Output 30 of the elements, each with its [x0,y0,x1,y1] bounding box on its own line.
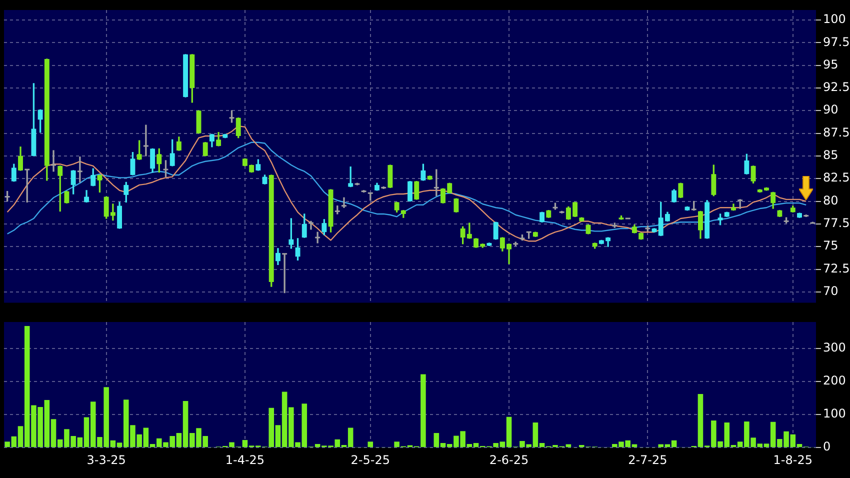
y-tick-label: 72.5 [823,261,850,276]
y-tick-label: 75 [823,238,838,253]
candlestick [308,220,314,230]
candlestick [51,150,56,172]
y-tick-label: 70 [823,284,838,298]
y-tick-label: 85 [823,148,838,162]
x-tick-label: 1-8-25 [773,452,812,467]
candlestick [315,232,320,244]
y-tick-label: 200 [823,374,846,388]
y-tick-label: 82.5 [823,170,850,185]
y-tick-label: 100 [823,12,846,26]
x-tick-label: 3-3-25 [86,452,126,467]
y-tick-label: 95 [823,57,838,72]
y-tick-label: 92.5 [823,80,850,94]
candlestick [143,124,148,156]
x-tick-label: 2-6-25 [489,452,529,467]
x-tick-label: 2-5-25 [350,452,390,467]
y-tick-label: 77.5 [823,216,850,230]
x-tick-label: 2-7-25 [628,452,668,467]
y-tick-label: 80 [823,193,838,208]
y-tick-label: 300 [823,340,846,355]
y-tick-label: 90 [823,102,838,117]
y-tick-label: 97.5 [823,34,850,49]
y-tick-label: 87.5 [823,125,850,140]
bar [368,442,374,448]
x-tick-label: 1-4-25 [225,452,265,467]
candlestick [342,197,346,208]
y-tick-label: 0 [823,440,831,454]
candlestick [282,253,288,294]
y-tick-label: 100 [823,406,846,421]
